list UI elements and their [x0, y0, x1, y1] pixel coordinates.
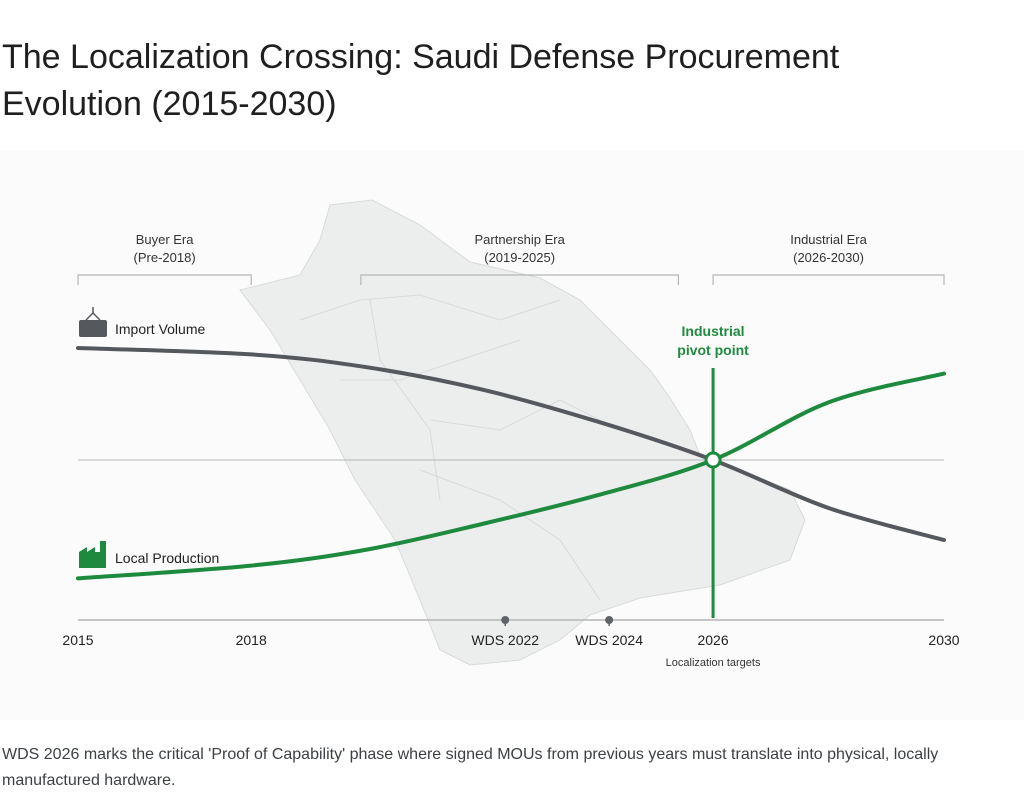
era-bracket [712, 274, 945, 285]
era-range: (2026-2030) [793, 250, 864, 265]
legend-local: Local Production [79, 541, 219, 568]
era-range: (Pre-2018) [134, 250, 196, 265]
container-icon [79, 307, 107, 337]
chart-svg: Buyer Era (Pre-2018) Partnership Era (2019-… [62, 199, 960, 669]
x-tick-sublabel: Localization targets [666, 657, 761, 669]
pivot-annotation-line2: pivot point [677, 342, 749, 358]
era-bracket [77, 274, 252, 285]
page-title: The Localization Crossing: Saudi Defense… [2, 38, 840, 123]
x-tick-label: 2026 [697, 632, 728, 648]
pivot-point-marker [704, 451, 722, 469]
map-region-borders [299, 294, 601, 601]
tick-marker-dot [501, 616, 510, 624]
series-import-volume [76, 346, 946, 542]
x-tick-label: 2015 [62, 632, 93, 648]
factory-icon [79, 541, 106, 568]
era-name: Partnership Era [474, 232, 565, 247]
era-name: Buyer Era [136, 232, 195, 247]
series-local-production [76, 371, 946, 581]
legend-import-label: Import Volume [115, 321, 205, 337]
x-tick-label: 2018 [236, 632, 267, 648]
saudi-map-background [239, 199, 806, 666]
x-tick-label: WDS 2022 [471, 632, 539, 648]
x-tick-label: WDS 2024 [575, 632, 643, 648]
era-bracket [360, 274, 680, 285]
x-tick-label: 2030 [928, 632, 959, 648]
chart-caption: WDS 2026 marks the critical 'Proof of Ca… [2, 746, 939, 789]
legend-local-label: Local Production [115, 550, 219, 566]
legend-import: Import Volume [79, 307, 205, 337]
pivot-annotation-line1: Industrial [682, 323, 745, 339]
chart-area: Buyer Era (Pre-2018) Partnership Era (2019-… [0, 150, 1024, 720]
era-name: Industrial Era [790, 232, 867, 247]
tick-marker-dot [605, 616, 614, 624]
era-range: (2019-2025) [484, 250, 555, 265]
